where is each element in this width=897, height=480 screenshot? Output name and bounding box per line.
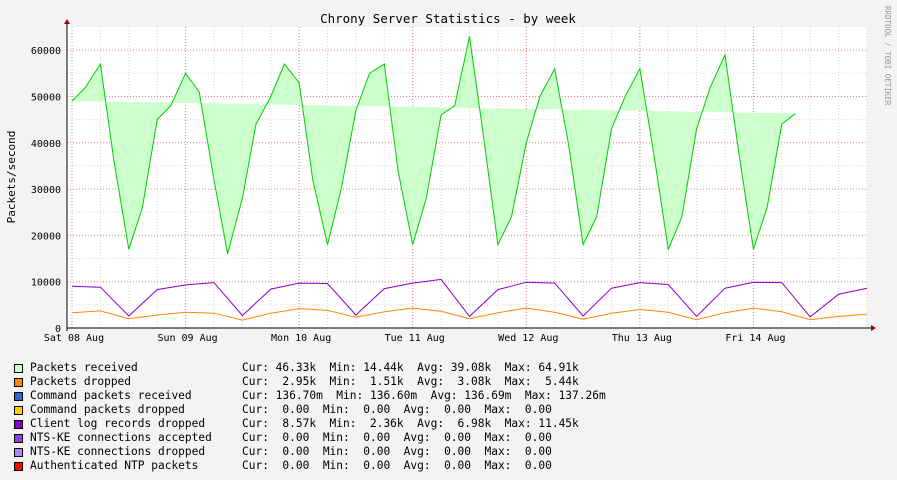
legend-swatch [14,462,23,471]
y-tick-label: 10000 [31,278,61,289]
y-tick-label: 0 [55,324,61,335]
series-line-0 [71,36,796,255]
legend-swatch [14,378,23,387]
y-tick-label: 20000 [31,231,61,242]
series-layer [71,36,868,321]
x-tick-label: Tue 11 Aug [385,333,445,344]
x-tick-label: Sun 09 Aug [157,333,217,344]
legend-name: Command packets dropped [30,403,185,416]
legend-name: NTS-KE connections accepted [30,431,212,444]
legend-name: Authenticated NTP packets [30,459,199,472]
y-tick-label: 30000 [31,185,61,196]
y-axis-arrow [64,19,70,24]
legend-name: Packets dropped [30,375,132,388]
legend-swatch [14,364,23,373]
series-line-2 [71,278,868,318]
legend-stats: Cur: 8.57k Min: 2.36k Avg: 6.98k Max: 11… [242,417,579,430]
legend-stats: Cur: 0.00 Min: 0.00 Avg: 0.00 Max: 0.00 [242,445,552,458]
axis-layer: 0 10000 20000 30000 40000 50000 60000 Sat 08 Au… [31,19,876,344]
y-axis-label: Packets/second [5,131,18,224]
legend-stats: Cur: 2.95k Min: 1.51k Avg: 3.08k Max: 5.… [242,375,579,388]
x-tick-label: Wed 12 Aug [498,333,558,344]
legend-swatch [14,420,23,429]
legend-stats: Cur: 46.33k Min: 14.44k Avg: 39.08k Max:… [242,361,579,374]
y-tick-label: 60000 [31,46,61,57]
x-tick-label: Thu 13 Aug [612,333,672,344]
x-tick-label: Mon 10 Aug [271,333,331,344]
legend-stats: Cur: 0.00 Min: 0.00 Avg: 0.00 Max: 0.00 [242,459,552,472]
series-area-0 [72,36,796,254]
series-line-1 [71,307,868,321]
rrdtool-watermark: RRDTOOL / TOBI OETIKER [883,6,892,106]
legend-name: Client log records dropped [30,417,206,430]
legend-swatch [14,392,23,401]
legend-stats: Cur: 0.00 Min: 0.00 Avg: 0.00 Max: 0.00 [242,403,552,416]
legend-name: Command packets received [30,389,192,402]
x-tick-label: Fri 14 Aug [725,333,785,344]
legend-stats: Cur: 136.70m Min: 136.60m Avg: 136.69m M… [242,389,606,402]
legend-stats: Cur: 0.00 Min: 0.00 Avg: 0.00 Max: 0.00 [242,431,552,444]
legend-swatch [14,448,23,457]
y-tick-label: 50000 [31,92,61,103]
y-tick-label: 40000 [31,139,61,150]
legend-name: Packets received [30,361,138,374]
x-axis-arrow [871,325,876,331]
x-tick-label: Sat 08 Aug [44,333,104,344]
legend-name: NTS-KE connections dropped [30,445,206,458]
legend-swatch [14,406,23,415]
chart-title: Chrony Server Statistics - by week [320,11,576,26]
legend-swatch [14,434,23,443]
